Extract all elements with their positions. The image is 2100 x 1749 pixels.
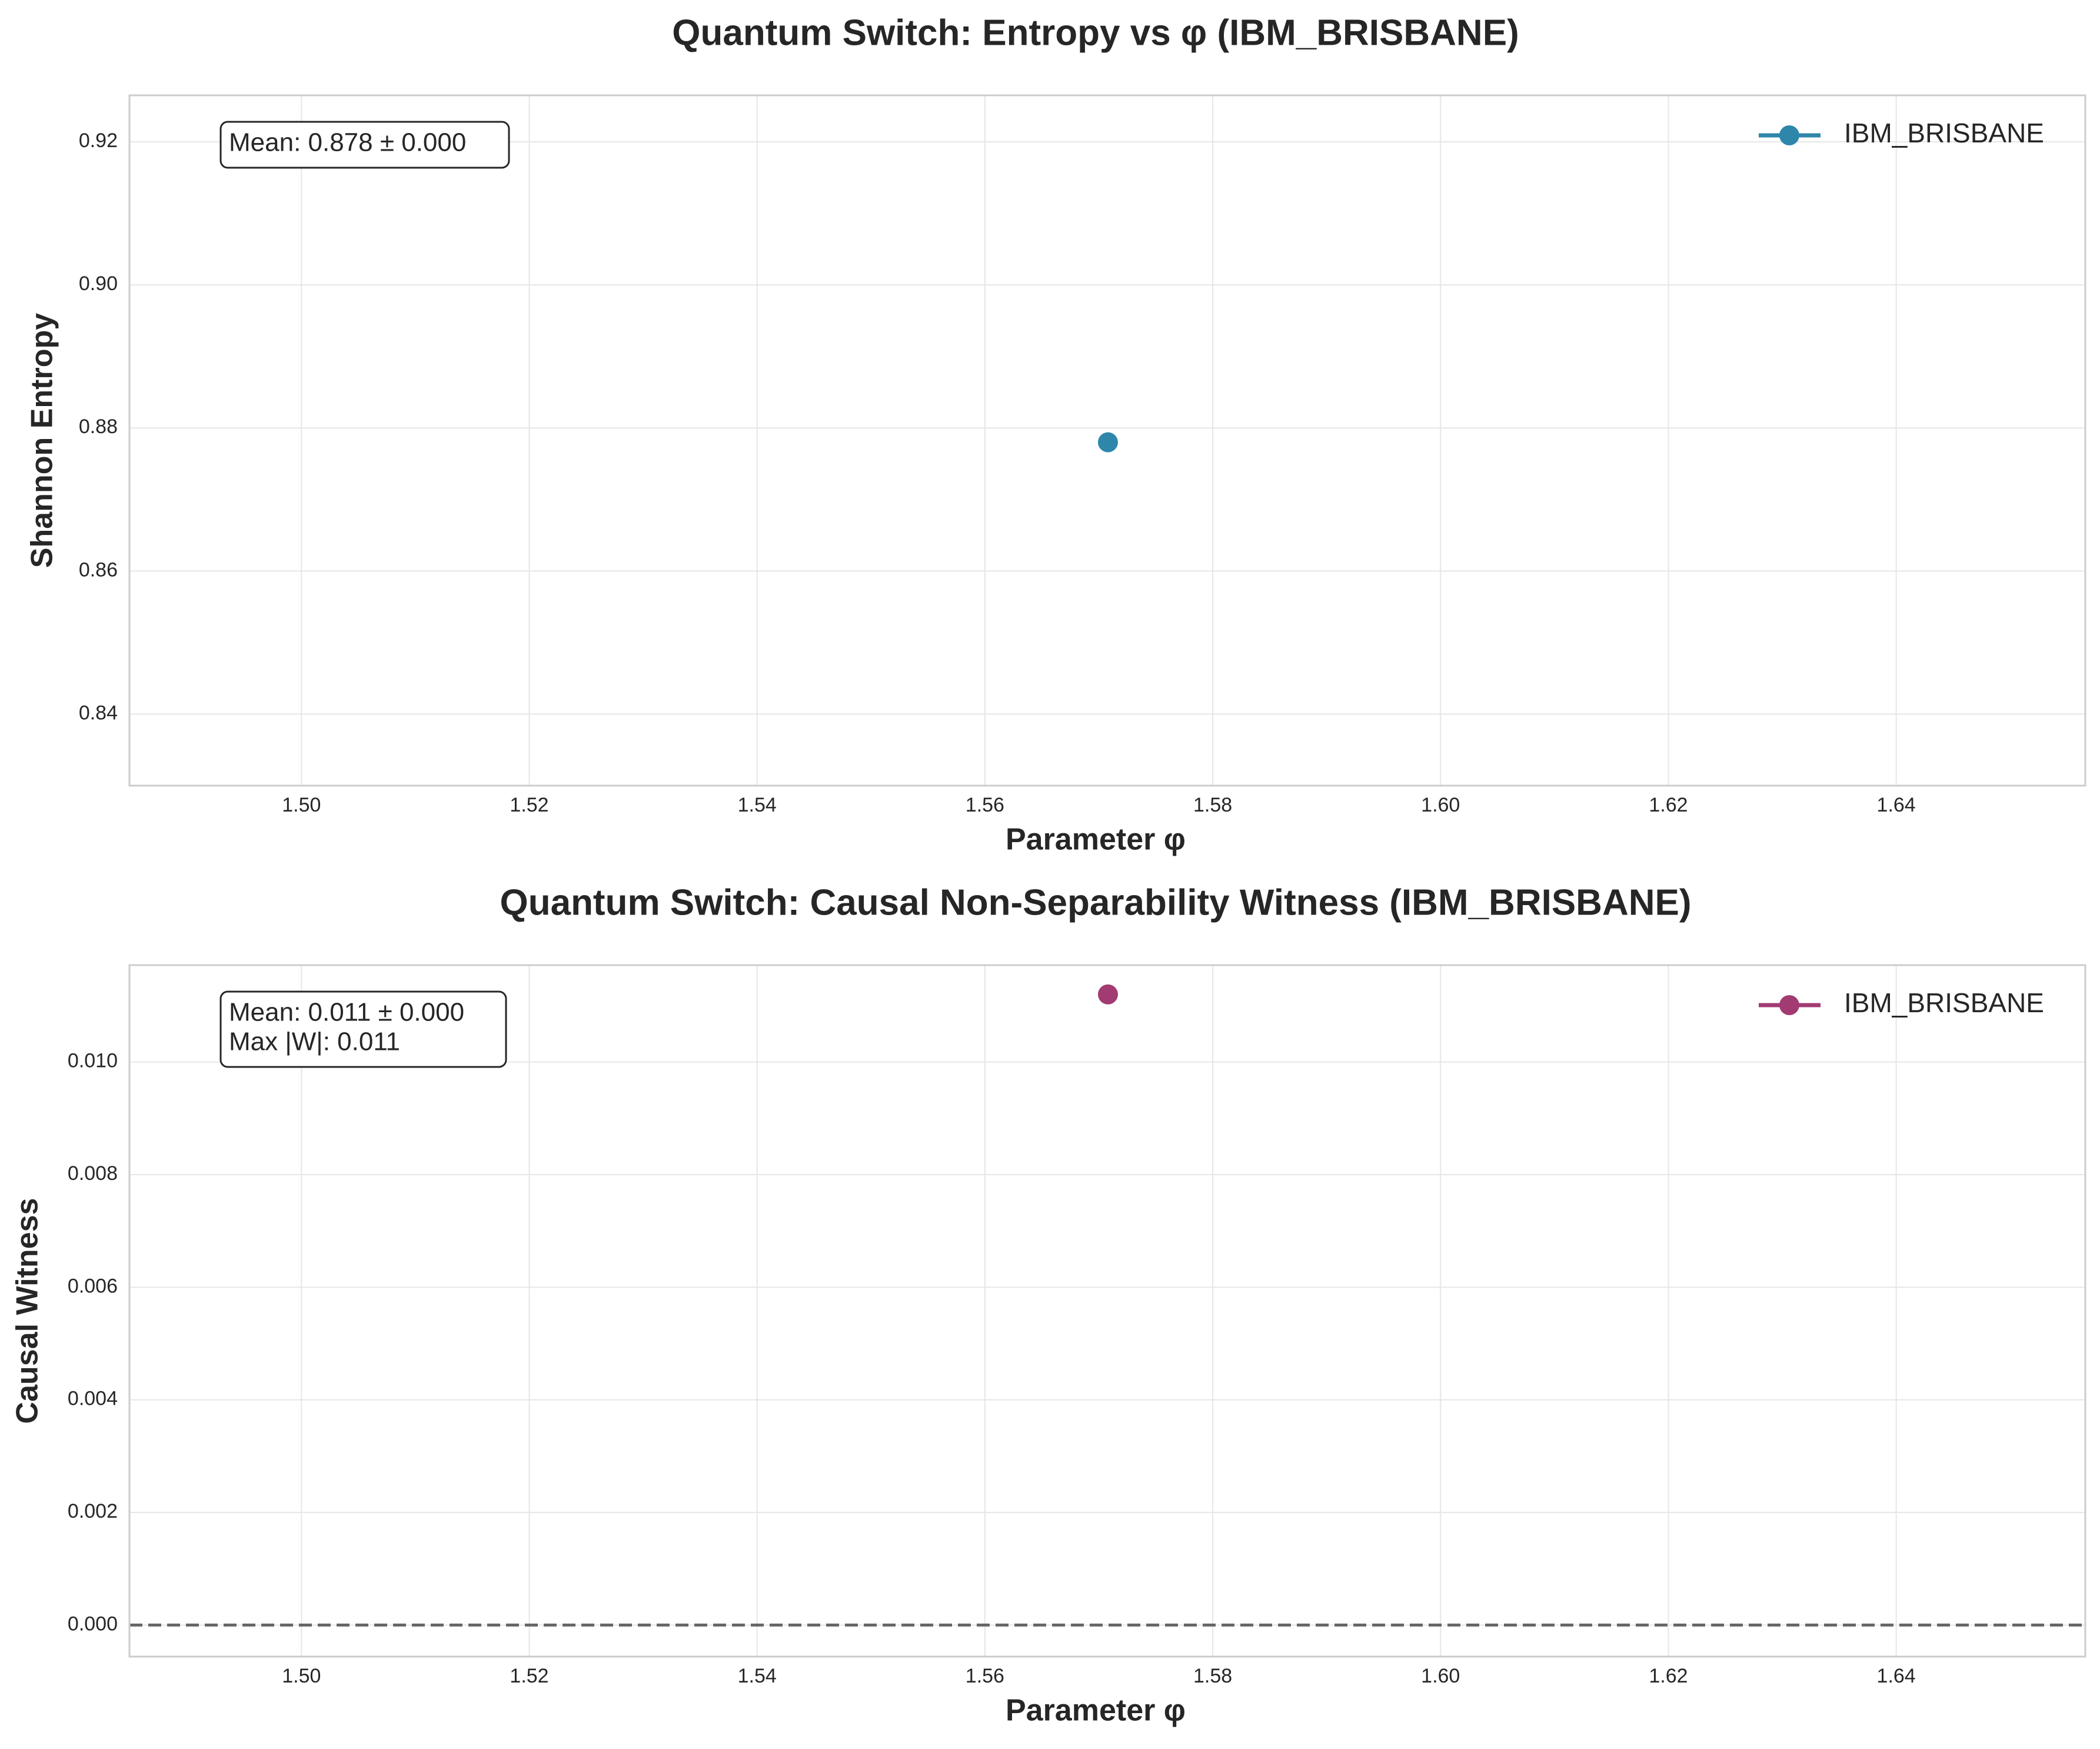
x-tick-label: 1.62 — [1649, 1665, 1688, 1687]
legend-marker — [1779, 125, 1799, 145]
x-tick-label: 1.52 — [510, 1665, 548, 1687]
x-tick-label: 1.56 — [966, 794, 1004, 816]
y-tick-label: 0.84 — [79, 701, 118, 724]
x-tick-label: 1.58 — [1193, 1665, 1232, 1687]
y-tick-label: 0.90 — [79, 272, 118, 295]
stats-annotation-text: Mean: 0.011 ± 0.000 — [229, 998, 464, 1027]
stats-annotation-box — [219, 990, 507, 1068]
x-tick-label: 1.50 — [282, 794, 321, 816]
x-tick-label: 1.62 — [1649, 794, 1688, 816]
plot-frame — [128, 964, 2086, 1658]
x-tick-label: 1.52 — [510, 794, 548, 816]
data-point — [1097, 984, 1118, 1005]
x-tick-label: 1.54 — [738, 794, 777, 816]
x-tick-label: 1.56 — [966, 1665, 1004, 1687]
legend-marker — [1779, 995, 1799, 1015]
chart-title: Quantum Switch: Entropy vs φ (IBM_BRISBA… — [672, 12, 1519, 53]
x-tick-label: 1.54 — [738, 1665, 777, 1687]
x-axis-label: Parameter φ — [1006, 823, 1186, 857]
y-axis-label: Causal Witness — [11, 1198, 45, 1424]
data-point — [1097, 432, 1118, 453]
y-tick-label: 0.88 — [79, 415, 118, 438]
chart-title: Quantum Switch: Causal Non-Separability … — [500, 882, 1691, 923]
x-tick-label: 1.60 — [1421, 1665, 1460, 1687]
chart-panel-1: Quantum Switch: Entropy vs φ (IBM_BRISBA… — [25, 12, 2086, 857]
y-tick-label: 0.004 — [68, 1388, 118, 1410]
y-tick-label: 0.006 — [68, 1275, 118, 1297]
y-tick-label: 0.008 — [68, 1162, 118, 1185]
y-tick-label: 0.000 — [68, 1612, 118, 1635]
x-tick-label: 1.64 — [1877, 794, 1916, 816]
x-axis-label: Parameter φ — [1006, 1694, 1186, 1728]
y-tick-label: 0.92 — [79, 129, 118, 152]
x-tick-label: 1.60 — [1421, 794, 1460, 816]
y-tick-label: 0.010 — [68, 1050, 118, 1072]
x-tick-label: 1.58 — [1193, 794, 1232, 816]
stats-annotation-text: Mean: 0.878 ± 0.000 — [229, 128, 466, 157]
stats-annotation-box — [219, 121, 510, 169]
y-axis-label: Shannon Entropy — [25, 313, 59, 568]
stats-annotation-text: Max |W|: 0.011 — [229, 1028, 400, 1056]
x-tick-label: 1.64 — [1877, 1665, 1916, 1687]
x-tick-label: 1.50 — [282, 1665, 321, 1687]
plot-frame — [128, 94, 2086, 787]
y-tick-label: 0.86 — [79, 558, 118, 581]
y-tick-label: 0.002 — [68, 1500, 118, 1522]
chart-panel-2: Quantum Switch: Causal Non-Separability … — [11, 882, 2086, 1728]
legend-label: IBM_BRISBANE — [1844, 987, 2044, 1018]
legend-label: IBM_BRISBANE — [1844, 118, 2044, 148]
